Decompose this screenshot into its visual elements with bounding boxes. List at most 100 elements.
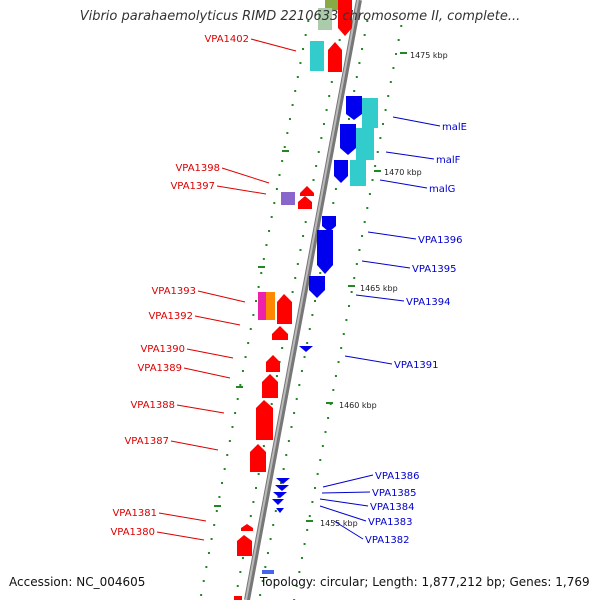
tick-dot xyxy=(387,95,389,97)
tick-dot xyxy=(250,328,252,330)
tick-dot xyxy=(361,48,363,50)
tick-dot xyxy=(258,286,260,288)
tick-dot xyxy=(281,347,283,349)
tick-dot xyxy=(392,67,394,69)
gene-blue-vpa1396a xyxy=(322,216,336,232)
tick-dot xyxy=(221,482,223,484)
gene-red-vpa1388 xyxy=(256,400,273,440)
left-gene-labels: VPA1402 VPA1398 VPA1397 VPA1393 VPA1392 … xyxy=(110,34,249,538)
tick-dot xyxy=(252,314,254,316)
tick-dot xyxy=(245,356,247,358)
tick-dot xyxy=(302,48,304,50)
tick-dot xyxy=(284,146,286,148)
tick-dot xyxy=(332,389,334,391)
gene-red-vpa1381 xyxy=(241,524,253,531)
gene-blue-vpa1382 xyxy=(276,508,284,513)
tick-dot xyxy=(289,118,291,120)
tick-dash xyxy=(258,266,265,268)
tick-dot xyxy=(340,347,342,349)
gene-red-vpa1387 xyxy=(250,444,266,472)
gene-blue-vpa1383 xyxy=(272,499,284,505)
tick-dot xyxy=(369,193,371,195)
tick-dot xyxy=(259,594,261,596)
gene-label: VPA1393 xyxy=(151,286,196,297)
tick-dot xyxy=(276,188,278,190)
tick-dot xyxy=(218,496,220,498)
map-title: Vibrio parahaemolyticus RIMD 2210633 chr… xyxy=(0,9,600,24)
tick-dot xyxy=(311,314,313,316)
tick-dot xyxy=(379,137,381,139)
gene-blue-malE xyxy=(346,96,362,120)
kbp-label: 1475 kbp xyxy=(410,51,448,60)
tick-dot xyxy=(361,235,363,237)
tick-dot xyxy=(345,319,347,321)
tick-dot xyxy=(237,585,239,587)
gene-cyan-malF xyxy=(356,128,374,160)
tick-dot xyxy=(317,473,319,475)
gene-red-vpa1389 xyxy=(262,374,278,398)
tick-dot xyxy=(335,188,337,190)
tick-dot xyxy=(353,277,355,279)
kbp-label: 1470 kbp xyxy=(384,168,422,177)
tick-dot xyxy=(364,221,366,223)
tick-dash xyxy=(374,170,381,172)
tick-dot xyxy=(211,538,213,540)
tick-dot xyxy=(309,515,311,517)
tick-dot xyxy=(292,104,294,106)
gene-cyan-1 xyxy=(310,41,324,71)
tick-dot xyxy=(205,566,207,568)
gene-blue-bottom xyxy=(262,570,274,574)
tick-dash xyxy=(236,386,243,388)
tick-dot xyxy=(356,263,358,265)
tick-dot xyxy=(255,487,257,489)
gene-label: VPA1386 xyxy=(375,471,420,482)
gene-label: VPA1395 xyxy=(412,264,457,275)
gene-blue-vpa1385 xyxy=(275,485,289,491)
tick-dot xyxy=(339,39,341,41)
tick-dot xyxy=(331,81,333,83)
gene-label: VPA1394 xyxy=(406,297,451,308)
gene-label: VPA1387 xyxy=(124,436,169,447)
tick-dot xyxy=(323,123,325,125)
tick-dot xyxy=(318,151,320,153)
gene-red-vpa1397b xyxy=(298,196,312,209)
tick-dot xyxy=(302,235,304,237)
tick-dot xyxy=(351,291,353,293)
tick-dot xyxy=(305,221,307,223)
gene-label: VPA1385 xyxy=(372,488,417,499)
gene-red-vpa1392a xyxy=(277,294,292,324)
gene-blue-vpa1386 xyxy=(276,478,290,484)
tick-dot xyxy=(258,473,260,475)
tick-dot xyxy=(275,510,277,512)
tick-dot xyxy=(306,342,308,344)
gene-purple-vpa1397 xyxy=(281,192,295,205)
gene-blue-malF xyxy=(340,124,356,155)
tick-dot xyxy=(324,431,326,433)
tick-dot xyxy=(298,571,300,573)
tick-dot xyxy=(356,76,358,78)
tick-dot xyxy=(239,571,241,573)
tick-dot xyxy=(264,566,266,568)
tick-dot xyxy=(343,333,345,335)
tick-dot xyxy=(292,291,294,293)
tick-dot xyxy=(304,356,306,358)
tick-dot xyxy=(281,160,283,162)
topology-text: Topology: circular; Length: 1,877,212 bp… xyxy=(260,575,590,589)
tick-dot xyxy=(203,580,205,582)
tick-dot xyxy=(285,454,287,456)
tick-dot xyxy=(311,501,313,503)
tick-dot xyxy=(335,375,337,377)
gene-blue-malG xyxy=(334,160,348,183)
tick-dot xyxy=(242,370,244,372)
tick-dash xyxy=(214,505,221,507)
tick-dot xyxy=(322,445,324,447)
tick-dot xyxy=(305,34,307,36)
tick-dot xyxy=(273,202,275,204)
tick-dot xyxy=(299,62,301,64)
gene-label: malF xyxy=(436,155,461,166)
gene-label: VPA1380 xyxy=(110,527,155,538)
tick-dot xyxy=(213,524,215,526)
tick-dot xyxy=(304,543,306,545)
tick-dot xyxy=(319,459,321,461)
